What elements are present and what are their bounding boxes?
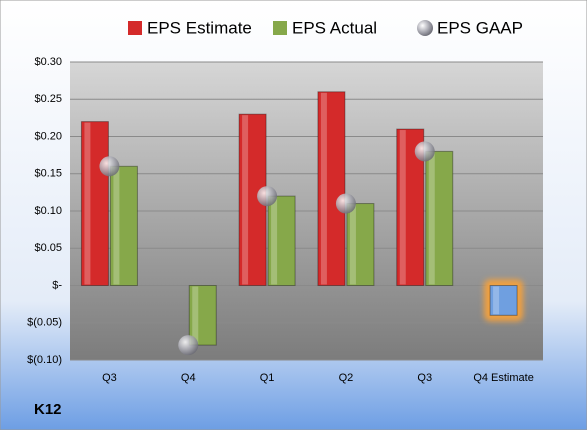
gaap-marker xyxy=(99,156,120,177)
bar-shine xyxy=(320,92,327,285)
bar xyxy=(346,203,375,286)
x-tick-label: Q3 xyxy=(417,372,432,384)
bar xyxy=(267,195,296,287)
y-tick-label: $0.20 xyxy=(34,130,62,142)
legend-label: EPS Estimate xyxy=(147,18,252,37)
bar-shine xyxy=(192,286,199,345)
bar xyxy=(489,285,518,316)
y-tick-label: $0.25 xyxy=(34,93,62,105)
gaap-marker xyxy=(335,193,356,214)
bar xyxy=(80,121,109,286)
bar-shine xyxy=(349,204,356,285)
legend-swatch xyxy=(417,20,433,36)
bar-shine xyxy=(113,167,120,285)
y-tick-label: $- xyxy=(52,279,62,291)
bar xyxy=(188,285,217,346)
y-tick-label: $(0.10) xyxy=(27,354,62,366)
bar-shine xyxy=(493,286,500,315)
legend-swatch xyxy=(273,21,287,35)
chart-title: K12 xyxy=(34,401,62,418)
legend-label: EPS Actual xyxy=(292,18,377,37)
y-tick-label: $0.15 xyxy=(34,168,62,180)
y-tick-label: $(0.05) xyxy=(27,317,62,329)
x-tick-label: Q1 xyxy=(260,372,275,384)
bar xyxy=(109,165,138,286)
bar xyxy=(425,150,454,286)
gaap-marker xyxy=(414,141,435,162)
y-tick-label: $0.05 xyxy=(34,242,62,254)
y-tick-label: $0.30 xyxy=(34,56,62,68)
legend-label: EPS GAAP xyxy=(437,18,523,37)
x-tick-label: Q4 xyxy=(181,372,196,384)
x-tick-label: Q2 xyxy=(339,372,354,384)
legend-swatch xyxy=(128,21,142,35)
gaap-marker xyxy=(257,186,278,207)
x-tick-label: Q3 xyxy=(102,372,117,384)
x-tick-label: Q4 Estimate xyxy=(473,372,534,384)
y-tick-label: $0.10 xyxy=(34,205,62,217)
bar-shine xyxy=(84,122,91,285)
bar-shine xyxy=(271,197,278,285)
bar-shine xyxy=(242,115,249,285)
gaap-marker xyxy=(178,335,199,356)
bar xyxy=(317,91,346,286)
bar-shine xyxy=(428,152,435,285)
bar-shine xyxy=(399,130,406,285)
